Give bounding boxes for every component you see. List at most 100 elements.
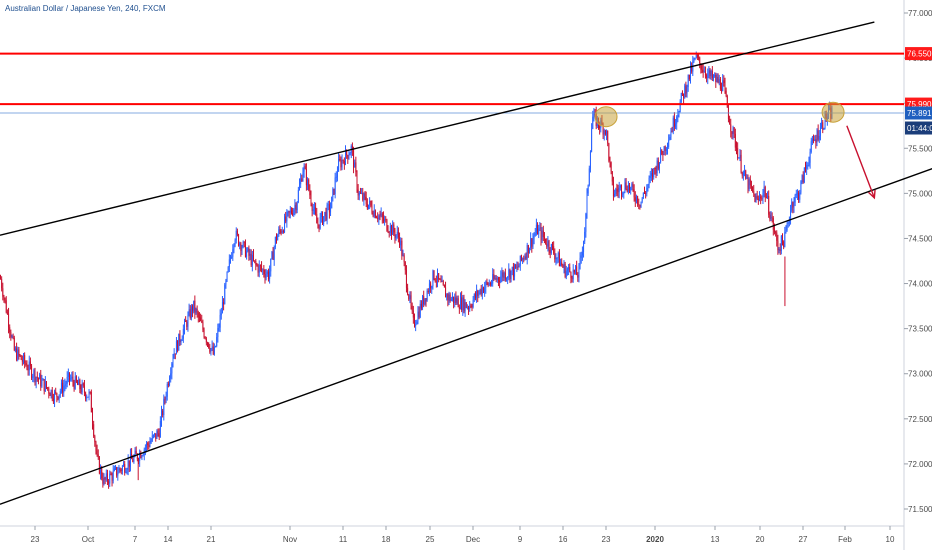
candle-body — [587, 185, 589, 194]
candle-body — [500, 276, 502, 283]
candle-body — [749, 179, 751, 186]
candle-body — [418, 311, 420, 318]
candle-body — [197, 312, 199, 318]
candle-body — [150, 440, 152, 443]
candle-body — [752, 186, 754, 192]
candle-body — [333, 188, 335, 194]
candle-body — [585, 213, 587, 232]
candle-body — [737, 148, 739, 159]
candle-body — [323, 216, 325, 225]
candle-body — [717, 76, 719, 83]
candle-body — [518, 265, 520, 268]
candle-body — [89, 391, 91, 393]
candle-body — [740, 154, 742, 173]
candle-body — [105, 473, 107, 480]
y-tick-label: 75.500 — [908, 144, 932, 153]
candle-body — [510, 270, 512, 280]
candle-body — [616, 189, 618, 191]
candle-body — [764, 186, 766, 198]
candle-body — [115, 467, 116, 469]
plot-area[interactable] — [0, 51, 833, 489]
candle-body — [185, 320, 187, 322]
candle-body — [670, 131, 672, 138]
candle-body — [775, 231, 777, 233]
candle-body — [506, 278, 507, 280]
candle-body — [573, 269, 575, 273]
candle-body — [379, 215, 381, 217]
candle-body — [654, 168, 656, 169]
candle-body — [240, 243, 242, 251]
candle-body — [296, 202, 298, 211]
candle-body — [549, 249, 551, 253]
candle-body — [64, 384, 66, 386]
candle-body — [676, 116, 678, 124]
candle-body — [235, 230, 237, 241]
candle-body — [232, 249, 234, 257]
candle-body — [568, 267, 570, 270]
price-label-text: 75.990 — [907, 100, 932, 109]
candle-body — [378, 215, 380, 220]
candle-body — [60, 382, 62, 392]
candle-body — [152, 434, 154, 436]
time-axis[interactable]: 23 Oct 7 14 21 Nov 11 18 25 Dec 9 16 23 2020 13 20 27 Feb… — [0, 525, 904, 544]
candle-body — [385, 219, 387, 220]
price-axis[interactable]: 77.00076.50076.00075.50075.00074.50074.0… — [903, 0, 932, 550]
candle-body — [100, 468, 102, 474]
candle-body — [548, 241, 550, 250]
candle-body — [761, 198, 763, 200]
candle-body — [785, 229, 787, 233]
candle-body — [525, 256, 527, 259]
candle-body — [325, 211, 327, 220]
candle-body — [147, 443, 149, 446]
candle-body — [56, 393, 58, 397]
candle-body — [365, 196, 367, 204]
candle-body — [33, 370, 35, 377]
candle-body — [184, 320, 185, 329]
candle-body — [722, 80, 724, 92]
candle-body — [496, 277, 498, 280]
candle-body — [113, 468, 115, 471]
candle-body — [227, 266, 229, 272]
candle-body — [95, 442, 97, 451]
candle-body — [494, 278, 496, 280]
candle-body — [480, 289, 482, 295]
candle-body — [338, 159, 340, 172]
candle-body — [437, 273, 438, 282]
candle-body — [594, 112, 596, 113]
candle-body — [562, 265, 564, 268]
candle-body — [359, 192, 361, 194]
candle-body — [449, 294, 451, 301]
candle-body — [181, 338, 183, 341]
candle-body — [481, 287, 483, 295]
candle-body — [322, 212, 323, 225]
candle-body — [353, 149, 355, 168]
candle-body — [211, 346, 213, 349]
candle-body — [664, 146, 666, 151]
candle-body — [683, 93, 685, 98]
candle-body — [358, 192, 360, 196]
candle-body — [753, 191, 755, 194]
candle-body — [566, 269, 568, 271]
candle-body — [3, 296, 5, 298]
candle-body — [24, 355, 26, 364]
candle-body — [783, 241, 785, 247]
candle-body — [431, 286, 433, 289]
candle-body — [711, 70, 713, 78]
candle-body — [28, 361, 30, 371]
candle-body — [463, 297, 465, 312]
candle-body — [508, 269, 510, 277]
candle-body — [201, 321, 203, 323]
candle-body — [658, 162, 660, 169]
candle-body — [74, 376, 76, 389]
candle-body — [119, 468, 121, 470]
candle-body — [440, 279, 442, 282]
candle-body — [423, 296, 425, 305]
candle-body — [615, 189, 617, 194]
candle-body — [148, 445, 150, 447]
candle-body — [798, 192, 800, 200]
candle-body — [543, 236, 545, 239]
candle-body — [303, 166, 305, 172]
candle-body — [54, 391, 56, 402]
x-tick-label: 14 — [164, 535, 173, 544]
